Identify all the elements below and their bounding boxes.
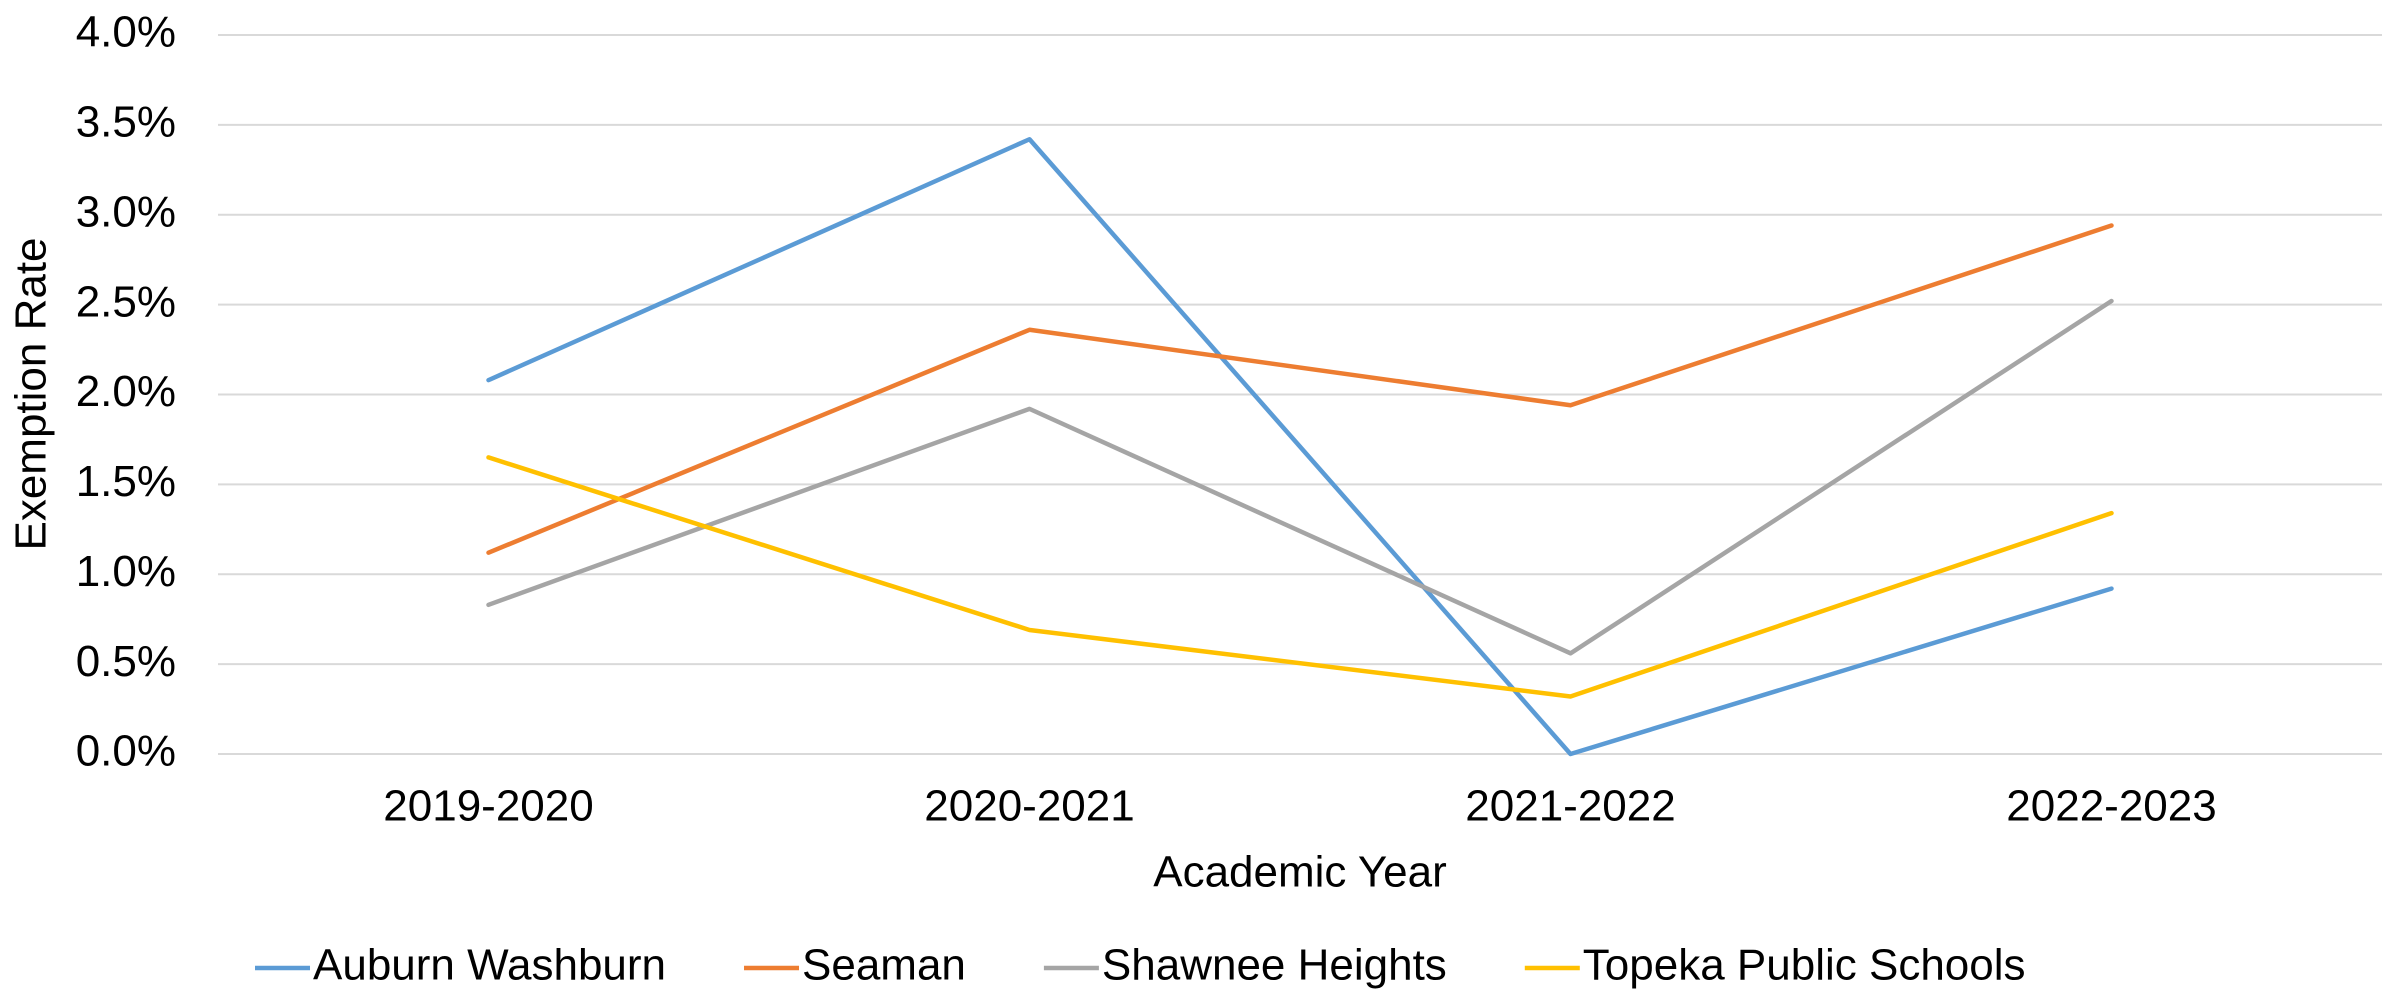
legend-label: Shawnee Heights <box>1102 941 1447 990</box>
y-tick-label: 1.0% <box>76 547 176 596</box>
y-tick-label: 1.5% <box>76 457 176 506</box>
series-line <box>486 137 2114 757</box>
y-tick-label: 0.0% <box>76 727 176 776</box>
y-axis-title: Exemption Rate <box>7 237 56 550</box>
x-axis-title: Academic Year <box>1153 848 1447 897</box>
x-tick-label: 2019-2020 <box>383 782 593 831</box>
y-tick-label: 3.0% <box>76 187 176 236</box>
series-line <box>486 455 2114 699</box>
series-line <box>486 223 2114 555</box>
x-tick-label: 2022-2023 <box>2006 782 2216 831</box>
legend-label: Topeka Public Schools <box>1583 941 2026 990</box>
x-tick-label: 2020-2021 <box>924 782 1134 831</box>
legend-label: Seaman <box>802 941 966 990</box>
series-line <box>486 298 2114 656</box>
legend-label: Auburn Washburn <box>313 941 666 990</box>
y-tick-label: 0.5% <box>76 637 176 686</box>
y-tick-label: 2.0% <box>76 367 176 416</box>
y-tick-label: 2.5% <box>76 277 176 326</box>
x-tick-label: 2021-2022 <box>1465 782 1675 831</box>
y-tick-label: 4.0% <box>76 8 176 57</box>
y-tick-label: 3.5% <box>76 98 176 147</box>
